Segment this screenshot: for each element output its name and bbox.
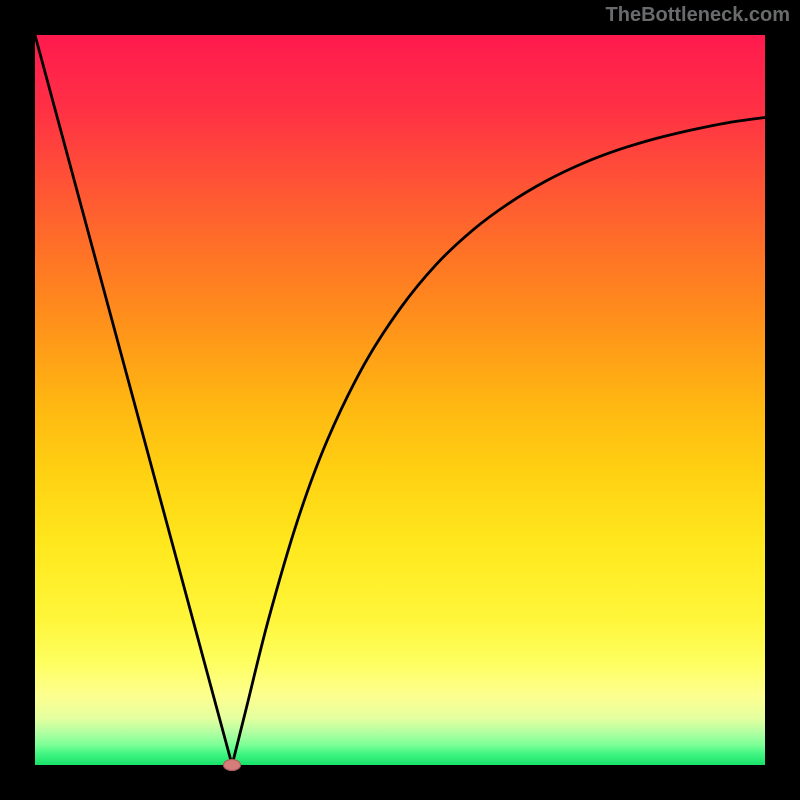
bottleneck-curve: [35, 35, 765, 765]
plot-area: [35, 35, 765, 765]
optimum-dip-marker: [223, 759, 241, 771]
watermark-text: TheBottleneck.com: [606, 4, 790, 27]
curve-path: [35, 35, 765, 765]
chart-container: TheBottleneck.com: [0, 0, 800, 800]
